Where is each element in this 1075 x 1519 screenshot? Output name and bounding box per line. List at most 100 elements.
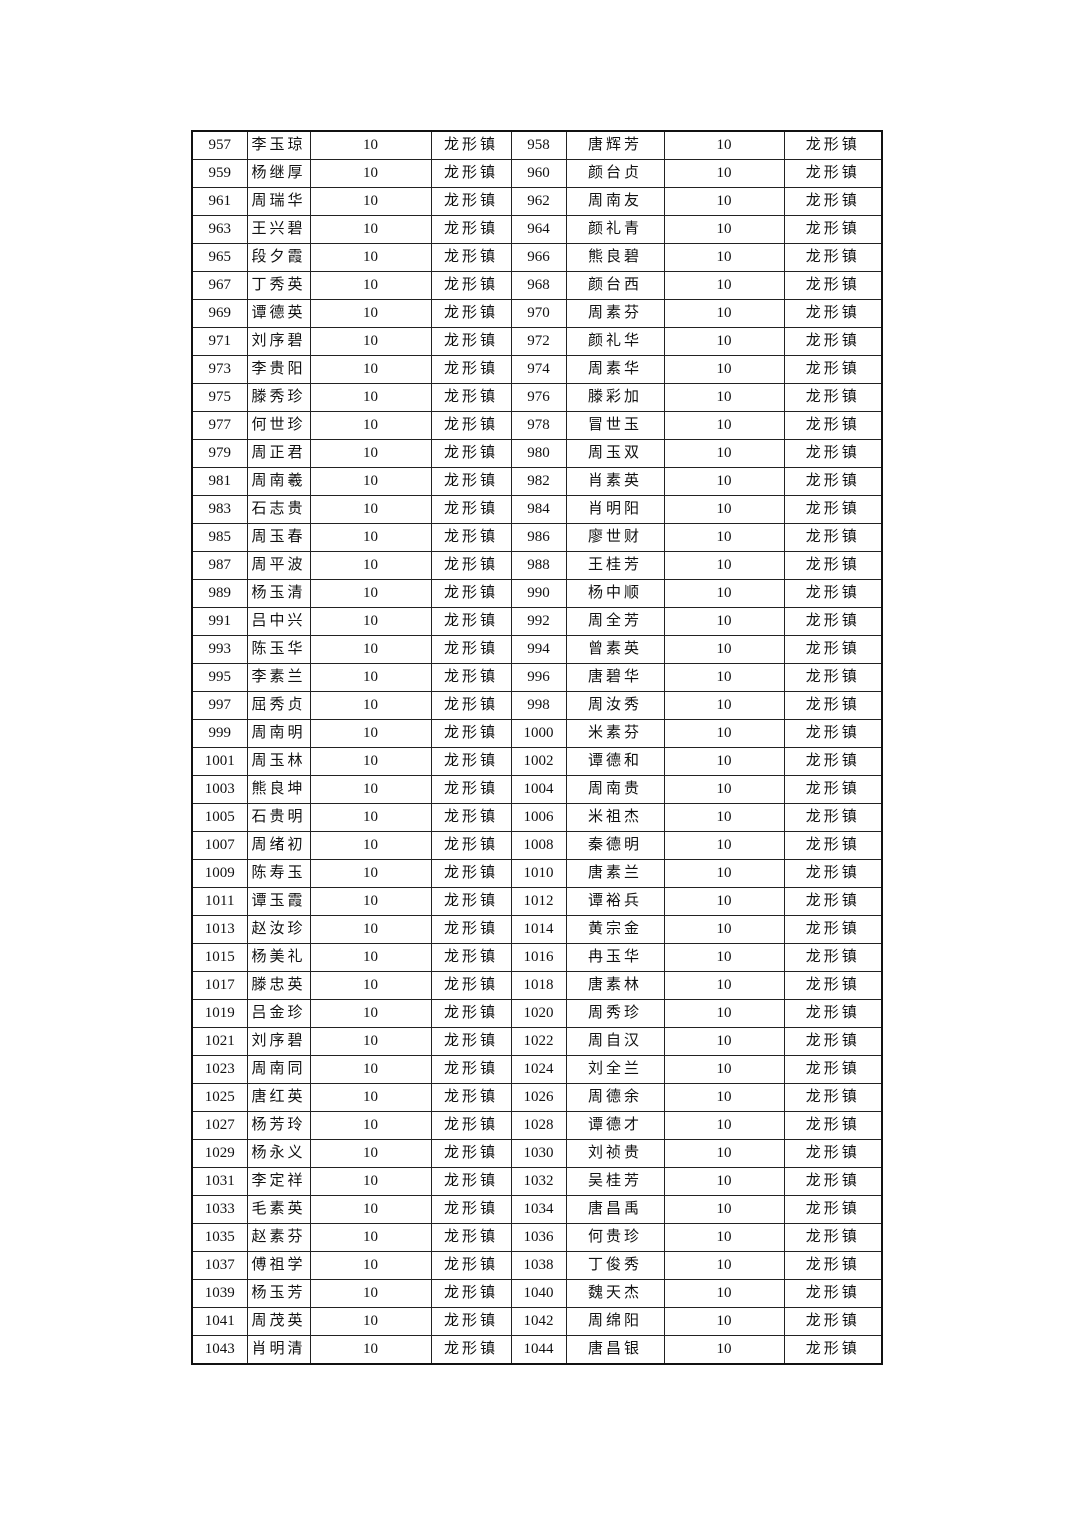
person-name-cell: 李素兰 [246, 663, 311, 692]
amount-cell: 10 [663, 243, 785, 272]
person-name-cell: 周南明 [246, 719, 311, 748]
person-name-cell: 杨玉清 [246, 579, 311, 608]
table-row: 1037 傅祖学 10 龙形镇 1038 丁俊秀 10 龙形镇 [191, 1251, 883, 1280]
town-cell: 龙形镇 [430, 747, 512, 776]
town-cell: 龙形镇 [783, 439, 883, 468]
amount-cell: 10 [663, 187, 785, 216]
serial-number-cell: 985 [191, 523, 248, 552]
town-cell: 龙形镇 [430, 1195, 512, 1224]
town-cell: 龙形镇 [783, 299, 883, 328]
person-name-cell: 颜台西 [565, 271, 665, 300]
town-cell: 龙形镇 [783, 915, 883, 944]
town-cell: 龙形镇 [783, 999, 883, 1028]
town-cell: 龙形镇 [783, 1279, 883, 1308]
town-cell: 龙形镇 [430, 551, 512, 580]
serial-number-cell: 1023 [191, 1055, 248, 1084]
person-name-cell: 杨继厚 [246, 159, 311, 188]
serial-number-cell: 1011 [191, 887, 248, 916]
person-name-cell: 周德余 [565, 1083, 665, 1112]
town-cell: 龙形镇 [783, 635, 883, 664]
serial-number-cell: 962 [510, 187, 567, 216]
town-cell: 龙形镇 [430, 1055, 512, 1084]
serial-number-cell: 992 [510, 607, 567, 636]
amount-cell: 10 [309, 691, 432, 720]
amount-cell: 10 [309, 299, 432, 328]
person-name-cell: 刘序碧 [246, 327, 311, 356]
amount-cell: 10 [309, 1195, 432, 1224]
serial-number-cell: 975 [191, 383, 248, 412]
serial-number-cell: 1000 [510, 719, 567, 748]
serial-number-cell: 1020 [510, 999, 567, 1028]
person-name-cell: 周瑞华 [246, 187, 311, 216]
table-row: 999 周南明 10 龙形镇 1000 米素芬 10 龙形镇 [191, 719, 883, 748]
amount-cell: 10 [309, 803, 432, 832]
amount-cell: 10 [663, 383, 785, 412]
serial-number-cell: 987 [191, 551, 248, 580]
person-name-cell: 杨芳玲 [246, 1111, 311, 1140]
person-name-cell: 黄宗金 [565, 915, 665, 944]
person-name-cell: 唐素兰 [565, 859, 665, 888]
person-name-cell: 谭裕兵 [565, 887, 665, 916]
town-cell: 龙形镇 [783, 803, 883, 832]
person-name-cell: 陈寿玉 [246, 859, 311, 888]
table-row: 987 周平波 10 龙形镇 988 王桂芳 10 龙形镇 [191, 551, 883, 580]
table-body: 957 李玉琼 10 龙形镇 958 唐辉芳 10 龙形镇 959 杨继厚 10 龙形镇 960 颜台贞 1… [191, 130, 883, 1365]
amount-cell: 10 [663, 1027, 785, 1056]
serial-number-cell: 1029 [191, 1139, 248, 1168]
person-name-cell: 颜台贞 [565, 159, 665, 188]
amount-cell: 10 [309, 915, 432, 944]
serial-number-cell: 969 [191, 299, 248, 328]
town-cell: 龙形镇 [430, 439, 512, 468]
amount-cell: 10 [309, 1027, 432, 1056]
serial-number-cell: 963 [191, 215, 248, 244]
serial-number-cell: 1037 [191, 1251, 248, 1280]
amount-cell: 10 [309, 215, 432, 244]
person-name-cell: 杨中顺 [565, 579, 665, 608]
amount-cell: 10 [309, 355, 432, 384]
amount-cell: 10 [309, 1167, 432, 1196]
town-cell: 龙形镇 [783, 719, 883, 748]
table-row: 983 石志贵 10 龙形镇 984 肖明阳 10 龙形镇 [191, 495, 883, 524]
serial-number-cell: 1024 [510, 1055, 567, 1084]
person-name-cell: 刘全兰 [565, 1055, 665, 1084]
person-name-cell: 何世珍 [246, 411, 311, 440]
amount-cell: 10 [663, 915, 785, 944]
serial-number-cell: 993 [191, 635, 248, 664]
amount-cell: 10 [663, 971, 785, 1000]
town-cell: 龙形镇 [783, 383, 883, 412]
person-name-cell: 谭德才 [565, 1111, 665, 1140]
person-name-cell: 周全芳 [565, 607, 665, 636]
town-cell: 龙形镇 [430, 1251, 512, 1280]
serial-number-cell: 1012 [510, 887, 567, 916]
amount-cell: 10 [309, 579, 432, 608]
town-cell: 龙形镇 [783, 551, 883, 580]
serial-number-cell: 1013 [191, 915, 248, 944]
serial-number-cell: 1004 [510, 775, 567, 804]
serial-number-cell: 1018 [510, 971, 567, 1000]
person-name-cell: 李玉琼 [246, 130, 311, 160]
person-name-cell: 熊良碧 [565, 243, 665, 272]
serial-number-cell: 988 [510, 551, 567, 580]
town-cell: 龙形镇 [783, 887, 883, 916]
person-name-cell: 周秀珍 [565, 999, 665, 1028]
amount-cell: 10 [663, 747, 785, 776]
town-cell: 龙形镇 [430, 467, 512, 496]
person-name-cell: 周南贵 [565, 775, 665, 804]
person-name-cell: 周汝秀 [565, 691, 665, 720]
serial-number-cell: 1034 [510, 1195, 567, 1224]
amount-cell: 10 [663, 327, 785, 356]
table-row: 985 周玉春 10 龙形镇 986 廖世财 10 龙形镇 [191, 523, 883, 552]
town-cell: 龙形镇 [430, 887, 512, 916]
person-name-cell: 唐红英 [246, 1083, 311, 1112]
person-name-cell: 王桂芳 [565, 551, 665, 580]
amount-cell: 10 [663, 299, 785, 328]
person-name-cell: 曾素英 [565, 635, 665, 664]
serial-number-cell: 965 [191, 243, 248, 272]
town-cell: 龙形镇 [783, 411, 883, 440]
town-cell: 龙形镇 [430, 355, 512, 384]
person-name-cell: 杨美礼 [246, 943, 311, 972]
town-cell: 龙形镇 [783, 243, 883, 272]
amount-cell: 10 [663, 999, 785, 1028]
amount-cell: 10 [663, 271, 785, 300]
amount-cell: 10 [309, 243, 432, 272]
